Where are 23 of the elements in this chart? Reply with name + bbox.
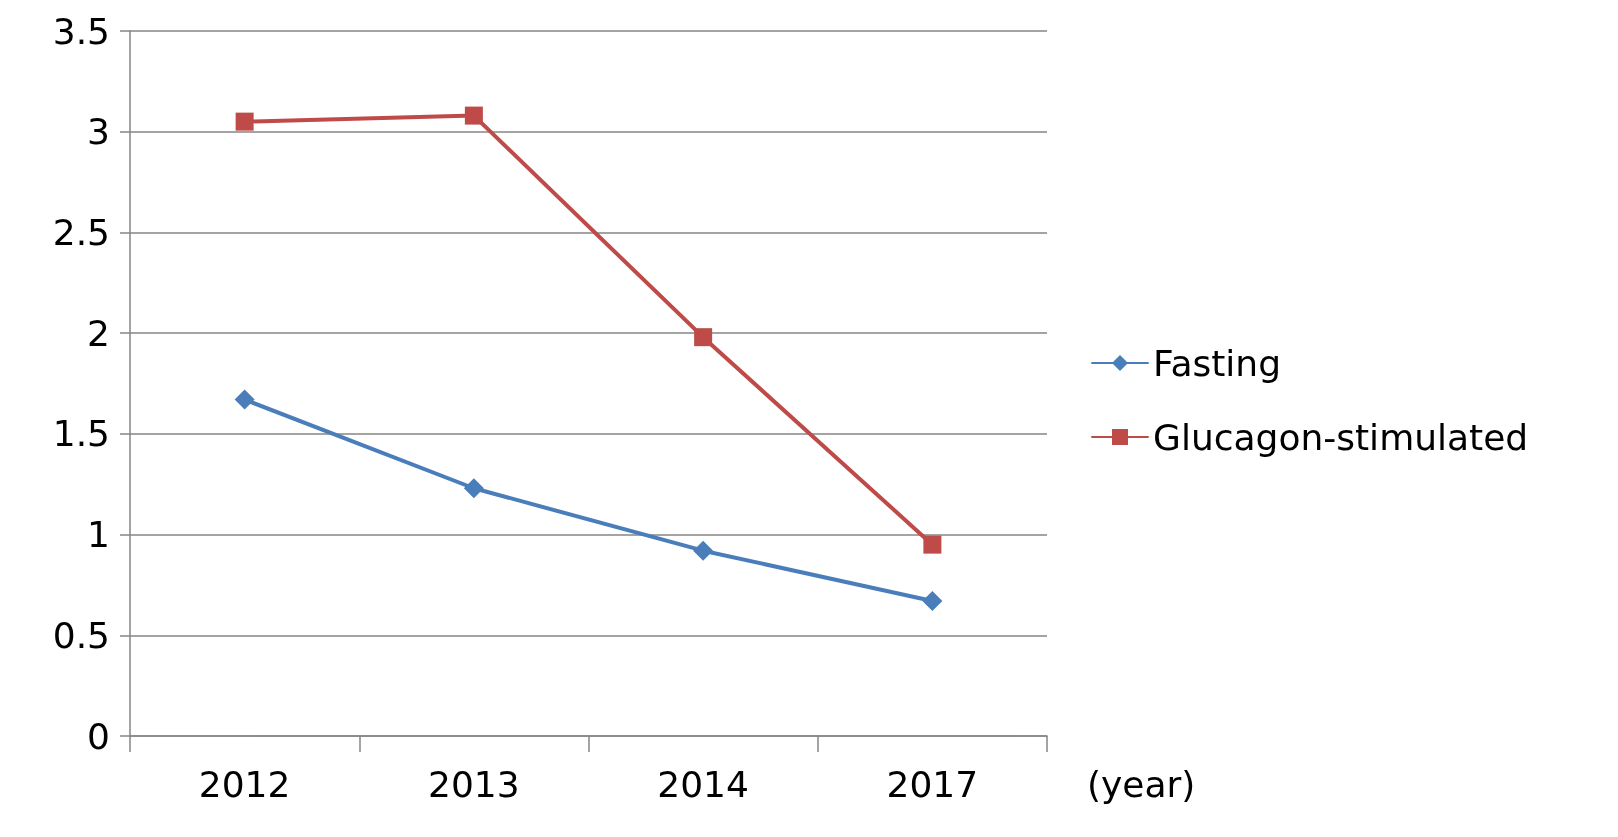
- y-tick-label: 3: [87, 111, 110, 153]
- x-tick-label: 2013: [428, 763, 520, 805]
- y-tick-label: 2: [87, 312, 110, 354]
- legend-label: Glucagon-stimulated: [1153, 416, 1529, 458]
- x-tick-label: 2012: [198, 763, 291, 805]
- point: [923, 535, 942, 554]
- y-tick-label: 1: [87, 514, 110, 556]
- point: [235, 112, 254, 131]
- y-tick-label: 2.5: [52, 211, 110, 253]
- point: [922, 591, 943, 612]
- x-axis-title: (year): [1087, 763, 1196, 805]
- point: [693, 540, 714, 561]
- y-tick-label: 1.5: [52, 413, 110, 455]
- y-tick-label: 3.5: [52, 10, 110, 52]
- x-tick-label: 2017: [886, 763, 979, 805]
- y-tick-label: 0: [87, 715, 110, 757]
- point: [463, 478, 484, 499]
- y-tick-label: 0.5: [52, 614, 110, 656]
- legend-label: Fasting: [1153, 342, 1282, 384]
- x-tick-label: 2014: [657, 763, 749, 805]
- point: [464, 106, 483, 125]
- point: [234, 389, 255, 410]
- point: [694, 328, 713, 347]
